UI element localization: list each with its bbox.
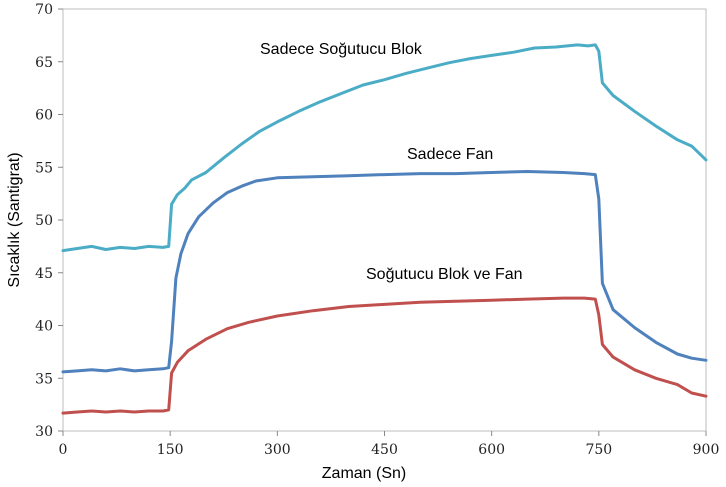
x-tick-label: 600 xyxy=(478,442,505,458)
x-tick-label: 300 xyxy=(264,442,291,458)
x-axis-title: Zaman (Sn) xyxy=(322,465,406,482)
y-tick-label: 70 xyxy=(35,2,53,18)
series-label-sogutucu-blok-ve-fan: Soğutucu Blok ve Fan xyxy=(366,266,523,283)
x-tick-label: 150 xyxy=(157,442,184,458)
y-axis: 30 35 40 45 50 55 60 65 70 xyxy=(35,2,63,440)
y-tick-label: 35 xyxy=(35,371,53,387)
series-lines xyxy=(61,43,708,415)
y-tick-label: 40 xyxy=(35,319,53,335)
series-line-0 xyxy=(61,43,708,253)
y-tick-label: 55 xyxy=(35,160,53,176)
y-tick-label: 65 xyxy=(35,55,53,71)
y-tick-label: 60 xyxy=(35,108,53,124)
y-tick-label: 30 xyxy=(35,424,53,440)
series-line-1 xyxy=(61,170,708,374)
series-label-sadece-fan: Sadece Fan xyxy=(407,146,493,163)
y-tick-label: 45 xyxy=(35,266,53,282)
x-tick-label: 0 xyxy=(59,442,68,458)
y-axis-title: Sıcaklık (Santigrat) xyxy=(6,152,23,287)
y-tick-label: 50 xyxy=(35,213,53,229)
x-axis: 0 150 300 450 600 750 900 xyxy=(59,431,720,458)
series-line-2 xyxy=(61,296,708,415)
x-tick-label: 750 xyxy=(585,442,612,458)
x-tick-label: 900 xyxy=(693,442,720,458)
x-tick-label: 450 xyxy=(371,442,398,458)
series-label-sadece-sogutucu-blok: Sadece Soğutucu Blok xyxy=(260,41,423,58)
